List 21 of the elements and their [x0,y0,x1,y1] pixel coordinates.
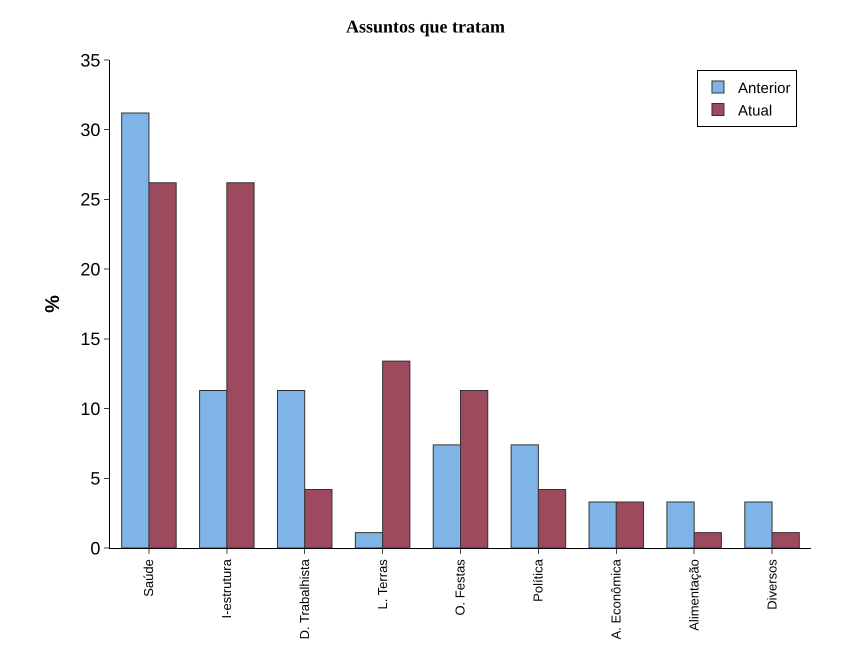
y-tick-label: 10 [80,398,100,419]
y-tick-label: 15 [80,329,100,350]
legend-label: Atual [738,102,772,120]
y-tick-label: 35 [80,50,100,70]
x-tick-label: Política [530,558,546,602]
y-tick-label: 0 [90,538,100,558]
x-tick-label: Saúde [141,559,156,597]
x-tick-label: O. Festas [452,558,468,616]
y-tick-label: 20 [80,259,100,280]
x-tick-label: Diversos [764,558,780,610]
x-tick-label: A. Econômica [608,558,624,640]
x-tick-label: I-estrutura [219,558,234,618]
x-tick-label: D. Trabalhista [296,558,312,640]
y-tick-label: 25 [80,190,100,210]
x-tick-label: Alimentação [686,559,702,631]
x-tick-label: L. Terras [374,558,390,610]
y-tick-label: 5 [90,468,100,489]
chart-title: Assuntos que tratam [346,16,506,36]
y-axis-title: % [42,294,64,313]
legend-label: Anterior [738,80,791,97]
y-tick-label: 30 [80,120,100,140]
